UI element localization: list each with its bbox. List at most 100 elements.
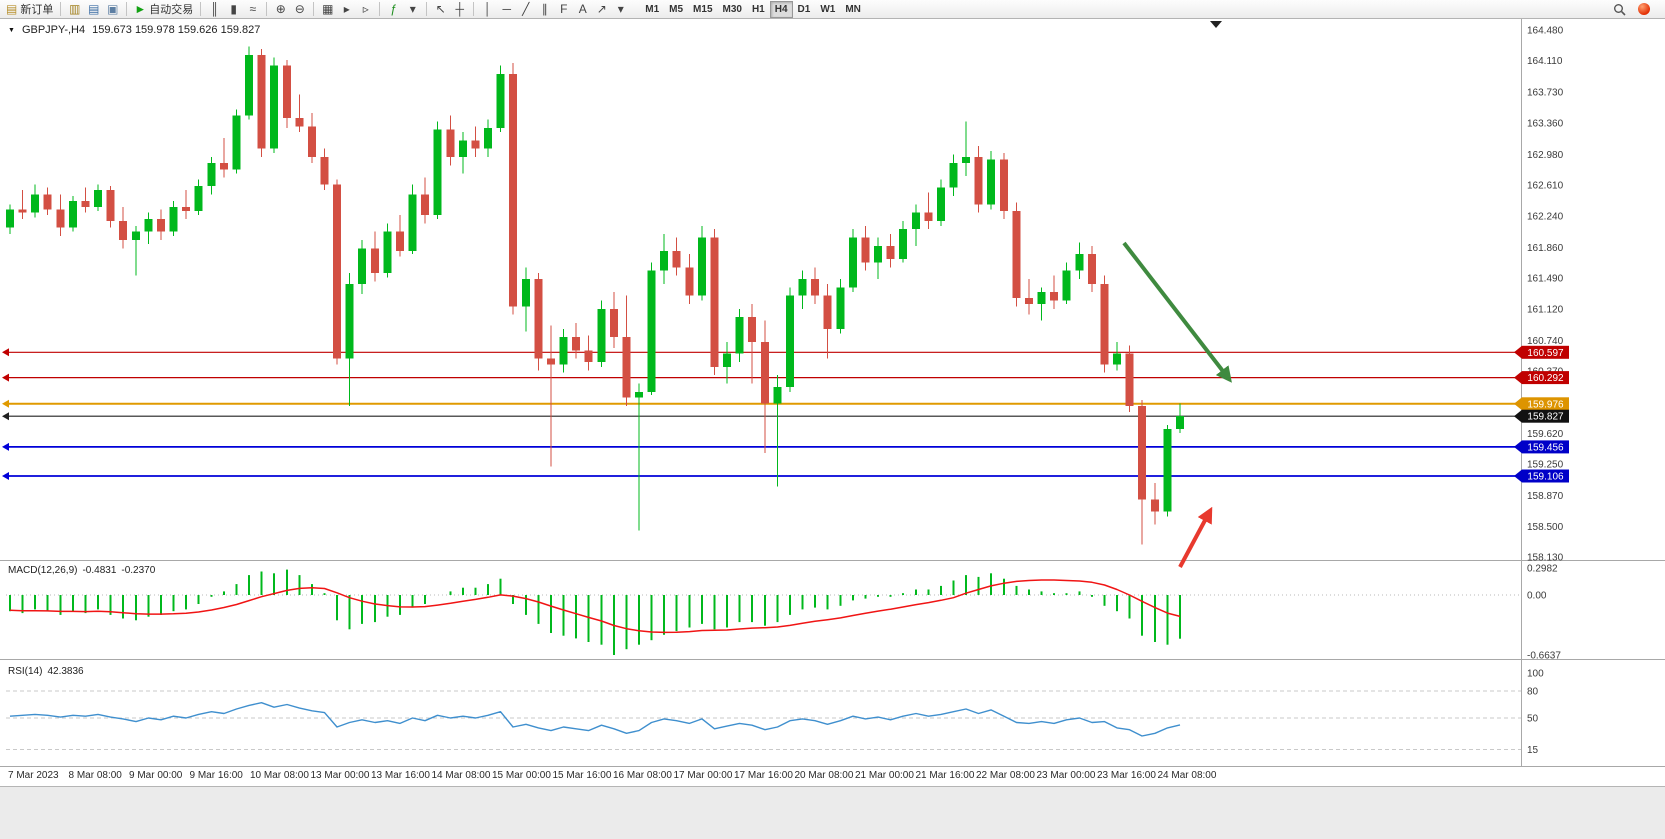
navigator-icon: ▣ (107, 2, 119, 16)
candle (270, 65, 278, 149)
channel-icon: ∥ (541, 2, 548, 16)
toolbar-separator (126, 2, 128, 16)
chart-shift-button[interactable]: ▹ (356, 1, 375, 18)
channel-button[interactable]: ∥ (535, 1, 554, 18)
timeframe-M15[interactable]: M15 (688, 1, 717, 18)
timeframe-M30[interactable]: M30 (718, 1, 747, 18)
candle (773, 386, 782, 404)
bounce-arrow[interactable] (1178, 506, 1213, 568)
candle (43, 194, 52, 210)
bar-chart-icon: ║ (210, 2, 219, 16)
bottom-strip (0, 786, 1665, 839)
market-watch-button[interactable]: ▤ (84, 1, 103, 18)
horizontal-line-button[interactable]: ─ (497, 1, 516, 18)
candle (333, 184, 341, 359)
autotrade-play-icon: ► (134, 2, 147, 16)
svg-text:158.500: 158.500 (1527, 522, 1564, 533)
downtrend-arrow[interactable] (1122, 241, 1232, 383)
text-label-button[interactable]: A (573, 1, 592, 18)
tile-windows-button[interactable]: ▦ (318, 1, 337, 18)
svg-text:161.860: 161.860 (1527, 243, 1564, 254)
candle (937, 187, 945, 221)
candle (635, 391, 643, 398)
trendline-button[interactable]: ╱ (516, 1, 535, 18)
price-line-left-arrow (2, 348, 9, 357)
candle (358, 248, 366, 284)
candle (660, 250, 668, 271)
arrows-tool-button[interactable]: ↗ (592, 1, 611, 18)
bar-chart-button[interactable]: ║ (205, 1, 224, 18)
zoom-out-button[interactable]: ⊖ (290, 1, 309, 18)
autotrade-label: 自动交易 (149, 4, 194, 16)
zoom-out-icon: ⊖ (294, 2, 305, 16)
timeframe-M5[interactable]: M5 (664, 1, 688, 18)
candle (572, 337, 580, 351)
price-tag-arrow (1514, 469, 1522, 483)
line-chart-icon: ≈ (249, 2, 257, 16)
timeframe-D1[interactable]: D1 (793, 1, 816, 18)
time-axis-label: 15 Mar 16:00 (552, 770, 612, 781)
indicators-button[interactable]: ƒ (384, 1, 403, 18)
search-button[interactable] (1610, 1, 1629, 18)
svg-text:163.360: 163.360 (1527, 118, 1564, 129)
time-axis-label: 9 Mar 16:00 (189, 770, 243, 781)
candle (509, 74, 517, 307)
zoom-in-button[interactable]: ⊕ (271, 1, 290, 18)
candle (56, 209, 65, 228)
timeframe-M1[interactable]: M1 (640, 1, 664, 18)
alert-badge-button[interactable] (1634, 1, 1653, 18)
chart-canvas[interactable]: 164.480 164.110 163.730 163.360 162.980 162.6… (0, 19, 1665, 767)
macd-value: -0.4831 (82, 565, 117, 576)
timeframe-H1[interactable]: H1 (747, 1, 770, 18)
candle (1138, 405, 1146, 500)
chart-header: ▼ GBPJPY-,H4 159.673 159.978 159.626 159… (8, 24, 260, 36)
cursor-button[interactable]: ↖ (431, 1, 450, 18)
price-tag (1522, 440, 1569, 454)
timeframe-H4[interactable]: H4 (769, 0, 793, 18)
time-axis[interactable]: 7 Mar 2023 8 Mar 08:00 9 Mar 00:00 9 Mar 16… (0, 767, 1665, 786)
candle (1050, 292, 1058, 301)
auto-scroll-button[interactable]: ▸ (337, 1, 356, 18)
new-order-label: 新订单 (20, 4, 54, 16)
svg-text:162.240: 162.240 (1527, 211, 1564, 222)
new-order-button[interactable]: ▤ 新订单 (3, 1, 56, 18)
autotrade-button[interactable]: ► 自动交易 (131, 1, 196, 18)
candle (559, 337, 568, 365)
macd-header: MACD(12,26,9) -0.4831 -0.2370 (8, 565, 155, 576)
navigator-button[interactable]: ▣ (103, 1, 122, 18)
candle (987, 159, 995, 205)
candle (861, 237, 870, 263)
svg-text:80: 80 (1527, 687, 1539, 698)
toolbar-right-group (1610, 1, 1662, 18)
crosshair-button[interactable]: ┼ (450, 1, 469, 18)
svg-text:160.740: 160.740 (1527, 336, 1564, 347)
candle (786, 295, 794, 387)
svg-text:50: 50 (1527, 714, 1539, 725)
fibonacci-button[interactable]: F (554, 1, 573, 18)
candle (1163, 429, 1172, 512)
profiles-button[interactable]: ▥ (65, 1, 84, 18)
candle (459, 140, 467, 157)
candle (408, 194, 417, 251)
svg-text:159.250: 159.250 (1527, 460, 1564, 471)
indicators-dropdown-icon: ▾ (409, 2, 416, 16)
market-watch-icon: ▤ (88, 2, 100, 16)
line-chart-button[interactable]: ≈ (243, 1, 262, 18)
candle (220, 162, 228, 170)
candle (1125, 353, 1134, 406)
vertical-line-button[interactable]: │ (478, 1, 497, 18)
price-lines[interactable] (2, 348, 1521, 480)
price-tag-arrow (1514, 409, 1522, 423)
candle (471, 140, 480, 149)
candle (547, 358, 555, 365)
timeframe-MN[interactable]: MN (840, 1, 866, 18)
shapes-dropdown-button[interactable]: ▾ (611, 1, 630, 18)
price-tag-arrow (1514, 371, 1522, 385)
candlestick-chart-button[interactable]: ▮ (224, 1, 243, 18)
timeframe-W1[interactable]: W1 (815, 1, 840, 18)
candle (232, 115, 241, 170)
rsi-panel (9, 702, 1181, 737)
indicators-dropdown-button[interactable]: ▾ (403, 1, 422, 18)
toolbar-separator (313, 2, 315, 16)
text-label-icon: A (578, 2, 587, 16)
